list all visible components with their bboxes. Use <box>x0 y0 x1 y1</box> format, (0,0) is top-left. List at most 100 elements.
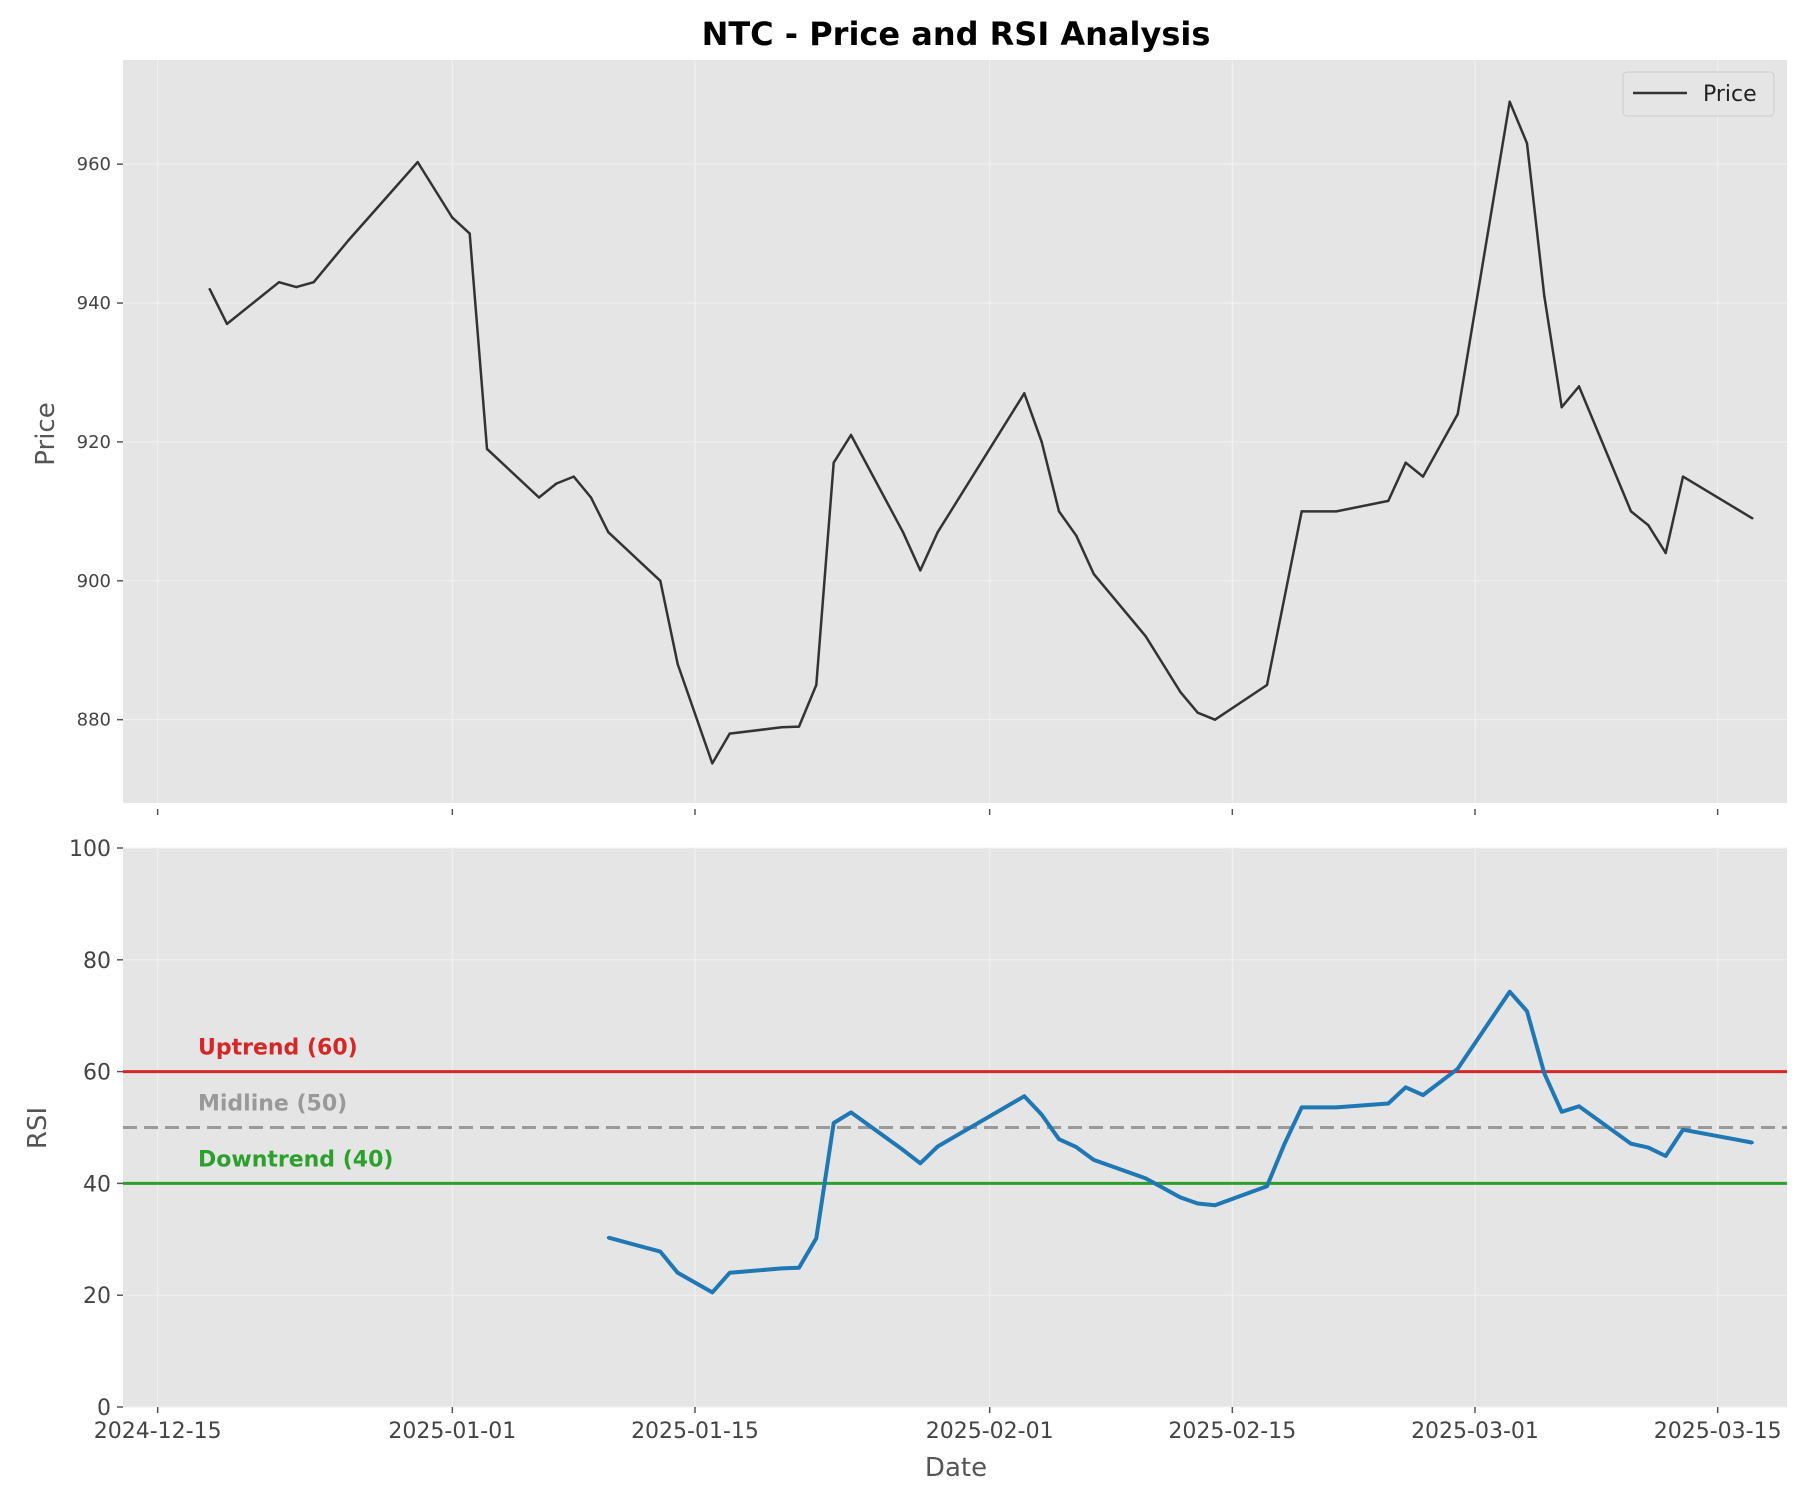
price-point <box>1092 572 1095 576</box>
rsi-point <box>1144 1176 1148 1180</box>
price-point <box>797 725 801 728</box>
rsi-y-axis-label: RSI <box>23 1107 53 1149</box>
price-point <box>1508 100 1511 103</box>
price-point <box>1213 718 1217 721</box>
rsi-y-tick-label: 0 <box>97 1396 111 1421</box>
price-point <box>485 447 489 451</box>
rsi-point <box>1577 1104 1581 1108</box>
rsi-point <box>780 1266 784 1270</box>
price-y-tick-label: 900 <box>77 571 111 592</box>
price-point <box>1040 440 1043 444</box>
reference-label-60: Uptrend (60) <box>198 1036 358 1061</box>
rsi-point <box>1681 1128 1685 1132</box>
rsi-y-ticks: 0 20 40 60 80 100 <box>69 837 123 1421</box>
rsi-point <box>1196 1202 1200 1206</box>
price-point <box>815 683 818 687</box>
rsi-point <box>1265 1184 1269 1188</box>
price-point <box>347 239 350 242</box>
price-legend: Price <box>1622 71 1775 117</box>
rsi-point <box>1092 1158 1096 1162</box>
rsi-point <box>1334 1105 1338 1109</box>
rsi-y-tick-label: 20 <box>83 1284 111 1309</box>
x-tick-label: 2025-01-01 <box>388 1419 516 1444</box>
legend-box <box>1622 71 1775 117</box>
price-y-ticks: 880 900 920 940 960 <box>77 154 123 731</box>
price-point <box>901 530 905 534</box>
rsi-series-group <box>606 989 1754 1295</box>
price-point <box>676 662 679 666</box>
rsi-point <box>814 1236 818 1240</box>
price-point <box>607 530 610 534</box>
rsi-point <box>1057 1137 1061 1141</box>
price-point <box>451 216 454 219</box>
price-point <box>1664 551 1667 555</box>
rsi-point <box>606 1236 610 1240</box>
price-point <box>1144 635 1147 638</box>
price-point <box>711 762 714 765</box>
price-point <box>468 232 471 235</box>
x-axis-label: Date <box>925 1453 987 1483</box>
price-point <box>1335 510 1338 513</box>
rsi-point <box>849 1110 853 1114</box>
price-point <box>1404 461 1407 464</box>
price-point <box>225 322 229 326</box>
rsi-y-tick-label: 80 <box>83 949 111 974</box>
rsi-y-tick-label: 40 <box>83 1172 111 1197</box>
price-y-tick-label: 960 <box>77 154 111 175</box>
rsi-point <box>936 1145 940 1149</box>
price-point <box>1577 385 1581 388</box>
price-point <box>1560 405 1563 409</box>
rsi-point <box>1525 1009 1529 1013</box>
chart-title: NTC - Price and RSI Analysis <box>702 15 1211 53</box>
price-point <box>659 579 662 582</box>
rsi-point <box>1629 1142 1633 1146</box>
rsi-series-line <box>607 989 1753 1295</box>
price-point <box>277 281 281 284</box>
price-point <box>919 569 922 572</box>
rsi-reference-lines: Uptrend (60) Midline (50) Downtrend (40) <box>123 1036 1787 1185</box>
rsi-point <box>710 1290 714 1294</box>
price-x-ticks <box>156 809 1719 815</box>
rsi-point <box>1421 1093 1425 1097</box>
price-point <box>295 285 298 289</box>
price-point <box>1751 517 1754 520</box>
price-plot-background <box>123 60 1787 803</box>
rsi-point <box>1456 1067 1460 1071</box>
rsi-point <box>658 1250 662 1254</box>
rsi-point <box>1508 990 1512 994</box>
rsi-point <box>1022 1094 1026 1098</box>
rsi-point <box>1404 1085 1408 1089</box>
rsi-point <box>901 1148 905 1152</box>
rsi-point <box>728 1271 732 1275</box>
rsi-point <box>1750 1141 1754 1145</box>
price-point <box>1179 690 1182 694</box>
price-series-group <box>208 100 1754 765</box>
legend-price-label: Price <box>1703 82 1757 107</box>
price-point <box>555 482 558 485</box>
rsi-point <box>1646 1146 1650 1150</box>
price-point <box>1196 711 1199 714</box>
price-point <box>1075 534 1078 537</box>
price-point <box>1525 142 1529 145</box>
price-point <box>537 496 541 499</box>
rsi-point <box>797 1266 801 1270</box>
rsi-point <box>676 1271 680 1275</box>
x-tick-label: 2024-12-15 <box>94 1419 222 1444</box>
rsi-point <box>1664 1154 1668 1158</box>
price-y-axis-label: Price <box>31 402 61 465</box>
price-y-tick-label: 940 <box>77 293 111 314</box>
price-point <box>416 160 419 164</box>
price-point <box>312 281 315 284</box>
price-point <box>1023 392 1026 395</box>
price-point <box>1543 294 1546 298</box>
rsi-point <box>1178 1195 1182 1199</box>
price-point <box>208 287 211 291</box>
price-point <box>780 726 783 729</box>
x-tick-label: 2025-02-01 <box>926 1419 1054 1444</box>
reference-label-40: Downtrend (40) <box>198 1147 393 1172</box>
price-point <box>1265 683 1269 687</box>
price-y-tick-label: 920 <box>77 432 111 453</box>
x-tick-label: 2025-03-15 <box>1654 1419 1782 1444</box>
rsi-point <box>1386 1101 1390 1105</box>
price-point <box>1456 412 1459 416</box>
